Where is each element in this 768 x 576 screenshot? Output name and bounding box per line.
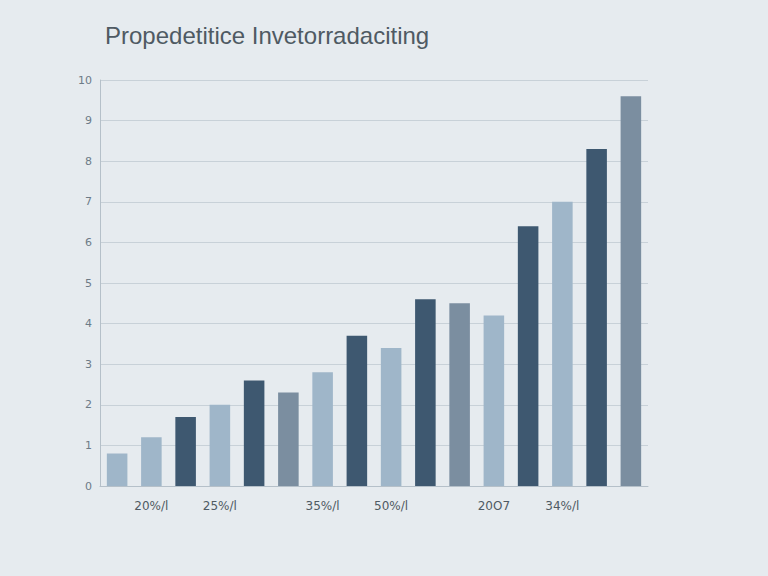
svg-text:8: 8 — [85, 155, 92, 168]
svg-text:50%/l: 50%/l — [374, 499, 408, 513]
svg-text:5: 5 — [85, 277, 92, 290]
svg-text:4: 4 — [85, 317, 92, 330]
svg-text:1: 1 — [85, 439, 92, 452]
svg-text:0: 0 — [85, 480, 92, 493]
svg-text:9: 9 — [85, 114, 92, 127]
svg-text:6: 6 — [85, 236, 92, 249]
svg-text:7: 7 — [85, 195, 92, 208]
svg-text:25%/l: 25%/l — [203, 499, 237, 513]
svg-text:20O7: 20O7 — [478, 499, 510, 513]
svg-text:Propedetitice Invetorradacitin: Propedetitice Invetorradaciting — [105, 22, 429, 49]
svg-text:3: 3 — [85, 358, 92, 371]
svg-text:34%/l: 34%/l — [545, 499, 579, 513]
svg-text:10: 10 — [78, 74, 92, 87]
svg-text:2: 2 — [85, 398, 92, 411]
svg-text:35%/l: 35%/l — [306, 499, 340, 513]
svg-text:20%/l: 20%/l — [134, 499, 168, 513]
